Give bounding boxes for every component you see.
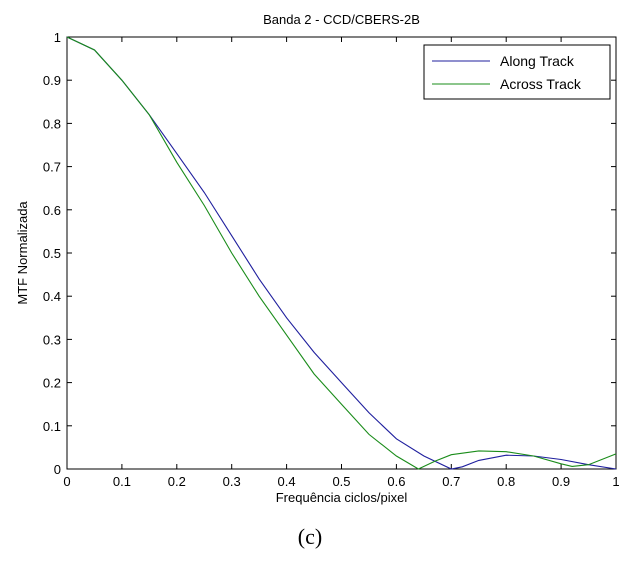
x-axis-label: Frequência ciclos/pixel xyxy=(276,490,408,505)
y-tick-label: 0.8 xyxy=(43,116,61,131)
series-line-along-track xyxy=(66,36,617,470)
series-line-across-track xyxy=(66,36,617,470)
y-tick-label: 0.7 xyxy=(43,160,61,175)
x-tick-label: 0.8 xyxy=(497,474,515,489)
x-tick-label: 1 xyxy=(612,474,619,489)
x-tick-label: 0.7 xyxy=(442,474,460,489)
y-tick-label: 0.9 xyxy=(43,73,61,88)
y-tick-label: 0 xyxy=(54,462,61,477)
x-tick-label: 0.5 xyxy=(332,474,350,489)
x-tick-label: 0.4 xyxy=(278,474,296,489)
x-tick-label: 0.3 xyxy=(223,474,241,489)
chart-title: Banda 2 - CCD/CBERS-2B xyxy=(263,12,420,27)
x-tick-label: 0.2 xyxy=(168,474,186,489)
y-tick-label: 0.4 xyxy=(43,289,61,304)
legend-label: Along Track xyxy=(500,53,575,69)
plot-area xyxy=(66,36,617,470)
figure-caption: (c) xyxy=(297,524,323,549)
y-tick-label: 1 xyxy=(54,30,61,45)
figure: 0 0.1 0.2 0.3 0.4 0.5 0.6 0.7 0.8 0.9 1 0 0.1 0.2 0.3 0… xyxy=(15,12,620,505)
x-tick-label: 0.9 xyxy=(552,474,570,489)
x-tick-label: 0 xyxy=(63,474,70,489)
y-tick-label: 0.1 xyxy=(43,419,61,434)
y-tick-label: 0.3 xyxy=(43,332,61,347)
legend-box xyxy=(423,44,611,100)
y-axis-label: MTF Normalizada xyxy=(15,201,30,305)
y-tick-label: 0.2 xyxy=(43,376,61,391)
y-tick-label: 0.5 xyxy=(43,246,61,261)
x-tick-label: 0.6 xyxy=(387,474,405,489)
y-tick-label: 0.6 xyxy=(43,203,61,218)
x-tick-label: 0.1 xyxy=(113,474,131,489)
legend-label: Across Track xyxy=(500,76,582,92)
mtf-chart: 0 0.1 0.2 0.3 0.4 0.5 0.6 0.7 0.8 0.9 1 0 0.1 0.2 0.3 0… xyxy=(15,12,620,505)
